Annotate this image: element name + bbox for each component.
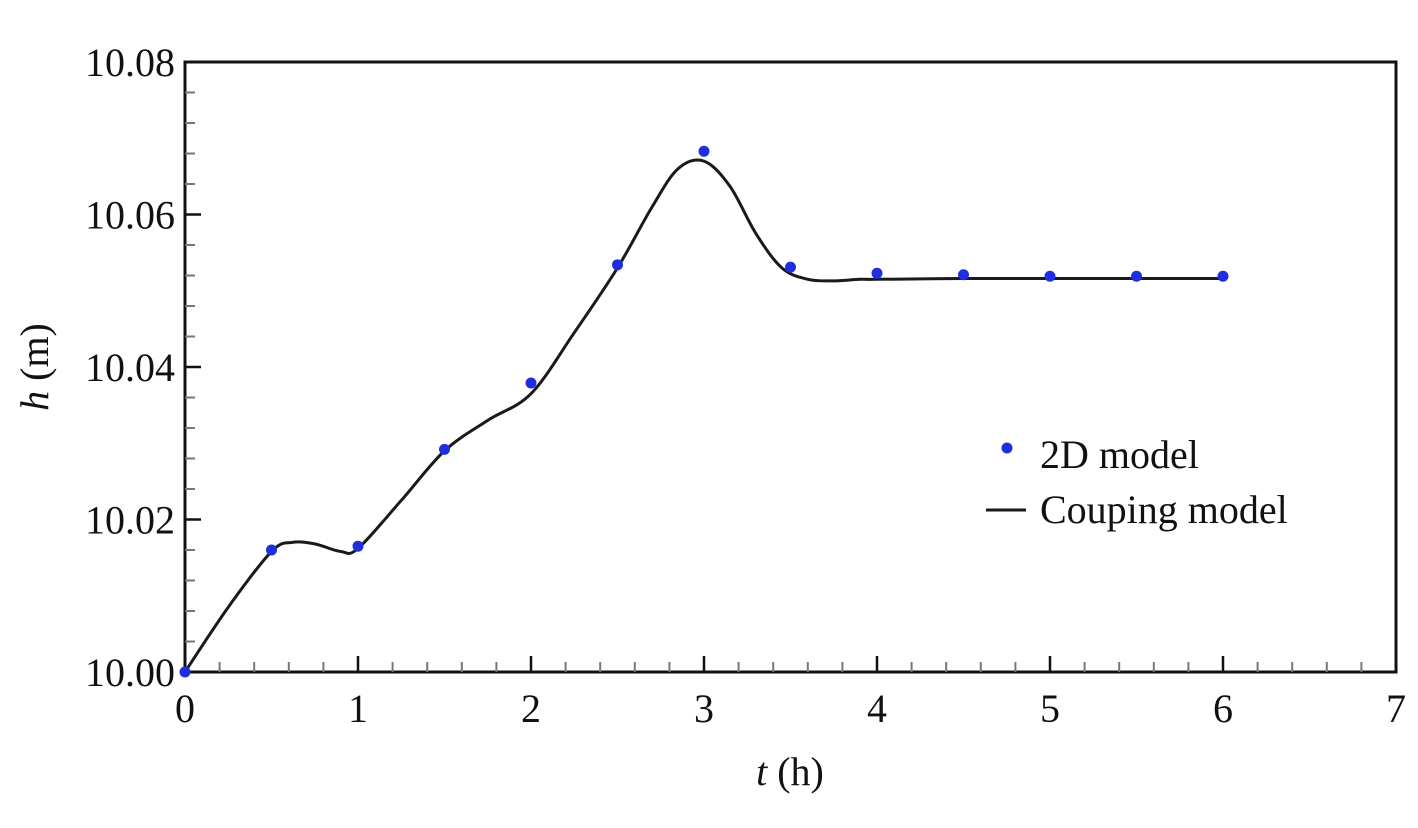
- y-tick-labels: 10.00 10.02 10.04 10.06 10.08: [85, 40, 175, 695]
- data-point-2d-model: [612, 259, 623, 271]
- data-point-2d-model: [1217, 270, 1229, 282]
- y-tick-label: 10.06: [85, 193, 175, 238]
- x-axis-variable: t: [756, 749, 768, 794]
- series-line-couping-model: [183, 158, 1225, 674]
- y-tick-label: 10.02: [85, 498, 175, 543]
- plot-frame: [183, 60, 1398, 674]
- x-tick-label: 0: [175, 686, 195, 731]
- data-point-2d-model: [698, 145, 710, 157]
- data-point-2d-model: [266, 544, 277, 556]
- data-point-2d-model: [179, 666, 191, 678]
- x-axis-title: t (h): [756, 749, 824, 794]
- major-ticks: [183, 60, 1398, 674]
- legend-label-couping-model: Couping model: [1040, 487, 1288, 532]
- y-axis-title: h (m): [12, 323, 57, 411]
- y-tick-label: 10.08: [85, 40, 175, 85]
- data-point-2d-model: [439, 443, 450, 455]
- x-tick-label: 7: [1386, 686, 1406, 731]
- x-tick-label: 2: [521, 686, 541, 731]
- x-tick-label: 6: [1213, 686, 1233, 731]
- x-axis-unit: (h): [767, 749, 824, 794]
- x-tick-label: 1: [348, 686, 368, 731]
- y-axis-unit: (m): [12, 323, 57, 391]
- y-tick-label: 10.04: [85, 345, 175, 390]
- y-tick-label: 10.00: [85, 650, 175, 695]
- legend: 2D model Couping model: [986, 432, 1288, 532]
- data-point-2d-model: [525, 377, 537, 389]
- y-axis-variable: h: [12, 391, 57, 411]
- data-point-2d-model: [871, 267, 883, 279]
- data-point-2d-model: [785, 261, 796, 273]
- data-point-2d-model: [352, 540, 364, 552]
- data-point-2d-model: [958, 269, 969, 281]
- data-point-2d-model: [1044, 270, 1056, 282]
- data-point-2d-model: [1131, 270, 1142, 282]
- x-tick-label: 3: [694, 686, 714, 731]
- minor-ticks: [185, 91, 1363, 672]
- x-tick-label: 5: [1040, 686, 1060, 731]
- legend-marker-2d-model: [1001, 442, 1013, 454]
- series-layer: [179, 145, 1229, 678]
- x-tick-label: 4: [867, 686, 887, 731]
- x-tick-labels: 0 1 2 3 4 5 6 7: [175, 686, 1406, 731]
- legend-label-2d-model: 2D model: [1040, 432, 1199, 477]
